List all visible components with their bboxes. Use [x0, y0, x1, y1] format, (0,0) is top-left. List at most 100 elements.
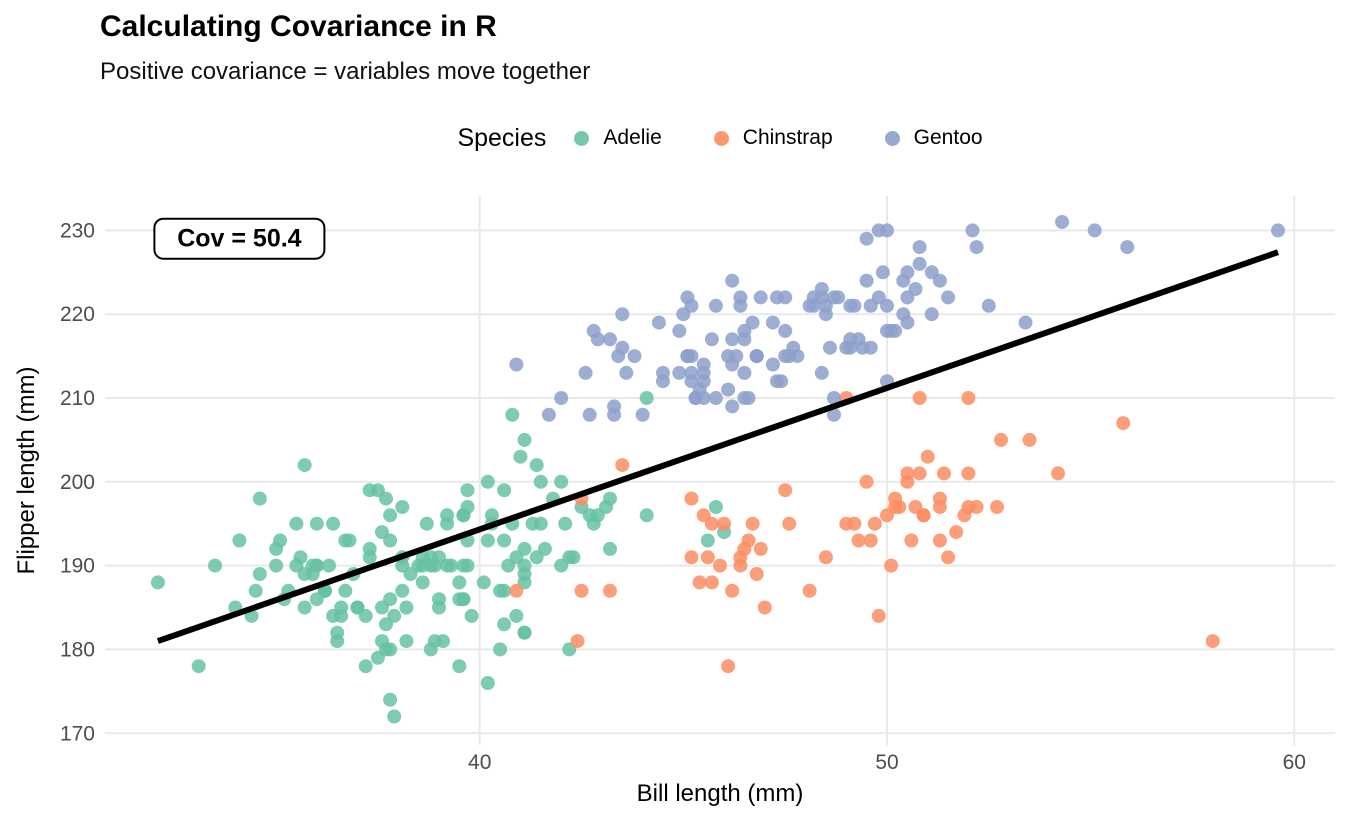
data-point-adelie [529, 458, 544, 473]
data-point-adelie [501, 558, 516, 573]
data-point-gentoo [1120, 240, 1135, 255]
y-tick-label: 170 [60, 722, 95, 745]
data-point-gentoo [871, 223, 886, 238]
data-point-adelie [452, 575, 467, 590]
y-tick-label: 180 [60, 638, 95, 661]
data-point-adelie [150, 575, 165, 590]
data-point-adelie [411, 558, 426, 573]
regression-line [156, 249, 1279, 644]
data-point-chinstrap [704, 575, 719, 590]
data-point-chinstrap [741, 533, 756, 548]
data-point-adelie [558, 516, 573, 531]
data-point-gentoo [749, 349, 764, 364]
data-point-chinstrap [867, 516, 882, 531]
data-point-adelie [334, 608, 349, 623]
data-point-chinstrap [937, 466, 951, 481]
data-point-adelie [440, 558, 455, 573]
data-point-adelie [554, 474, 569, 489]
data-point-adelie [293, 550, 308, 565]
data-point-gentoo [778, 349, 793, 364]
data-point-adelie [395, 500, 410, 514]
data-point-chinstrap [818, 550, 833, 565]
data-point-adelie [480, 533, 495, 548]
data-point-chinstrap [778, 483, 793, 498]
data-point-gentoo [615, 340, 630, 355]
data-point-chinstrap [700, 550, 715, 565]
data-point-adelie [248, 583, 263, 598]
data-point-gentoo [656, 374, 670, 389]
data-point-gentoo [627, 349, 642, 364]
data-point-adelie [269, 541, 284, 556]
data-point-chinstrap [839, 516, 854, 531]
data-point-chinstrap [884, 558, 899, 573]
data-point-adelie [476, 575, 491, 590]
data-point-gentoo [924, 307, 939, 322]
data-point-gentoo [896, 273, 911, 288]
data-point-chinstrap [961, 391, 976, 405]
data-point-chinstrap [692, 575, 707, 590]
data-point-chinstrap [725, 583, 740, 598]
data-point-chinstrap [851, 533, 866, 548]
data-point-adelie [232, 533, 247, 548]
data-point-chinstrap [949, 525, 964, 540]
data-point-adelie [456, 592, 471, 607]
data-point-chinstrap [745, 516, 760, 531]
data-point-adelie [493, 642, 508, 657]
data-point-adelie [480, 676, 495, 690]
data-point-gentoo [871, 290, 886, 305]
data-point-adelie [517, 558, 532, 573]
data-point-gentoo [725, 399, 740, 414]
data-point-gentoo [814, 282, 829, 296]
data-point-gentoo [1018, 315, 1033, 330]
x-tick-label: 40 [468, 751, 491, 774]
data-point-gentoo [725, 332, 740, 347]
data-point-gentoo [1271, 223, 1285, 238]
y-tick-label: 190 [60, 555, 95, 578]
data-point-gentoo [1087, 223, 1102, 238]
covariance-annotation-label: Cov = 50.4 [177, 225, 301, 253]
data-point-adelie [387, 709, 402, 724]
data-point-adelie [289, 516, 304, 531]
data-point-gentoo [603, 332, 617, 347]
data-point-adelie [330, 634, 345, 649]
data-point-gentoo [684, 349, 699, 364]
data-point-gentoo [827, 391, 841, 405]
data-point-adelie [383, 692, 398, 707]
data-point-adelie [460, 483, 475, 498]
data-point-chinstrap [574, 583, 589, 598]
data-point-adelie [639, 391, 654, 405]
data-point-adelie [456, 508, 471, 523]
data-point-adelie [517, 432, 532, 447]
data-point-adelie [322, 558, 336, 573]
data-point-adelie [497, 533, 512, 548]
data-point-gentoo [725, 273, 740, 288]
legend-marker-adelie-icon [574, 130, 590, 146]
data-point-chinstrap [570, 634, 585, 649]
data-point-gentoo [884, 323, 899, 338]
data-point-adelie [342, 533, 357, 548]
x-axis-title: Bill length (mm) [637, 780, 804, 807]
legend-title: Species [457, 123, 547, 152]
data-point-adelie [191, 659, 206, 674]
data-point-adelie [399, 634, 414, 649]
data-point-chinstrap [753, 541, 768, 556]
data-point-chinstrap [957, 508, 972, 523]
data-point-adelie [375, 600, 389, 615]
legend-item-chinstrap: Chinstrap [713, 126, 833, 150]
data-point-adelie [309, 558, 324, 573]
data-point-gentoo [688, 391, 703, 405]
data-point-chinstrap [961, 466, 976, 481]
data-point-adelie [700, 533, 715, 548]
data-point-gentoo [859, 231, 874, 246]
data-point-gentoo [708, 391, 723, 405]
data-point-gentoo [635, 407, 650, 422]
species-legend: Species Adelie Chinstrap Gentoo [0, 118, 1350, 158]
data-point-chinstrap [733, 550, 748, 565]
data-point-chinstrap [615, 458, 630, 473]
data-point-gentoo [827, 407, 841, 422]
data-point-chinstrap [912, 466, 927, 481]
data-point-chinstrap [684, 550, 699, 565]
data-point-adelie [297, 567, 312, 581]
data-point-adelie [582, 508, 597, 523]
data-point-chinstrap [1051, 466, 1065, 481]
